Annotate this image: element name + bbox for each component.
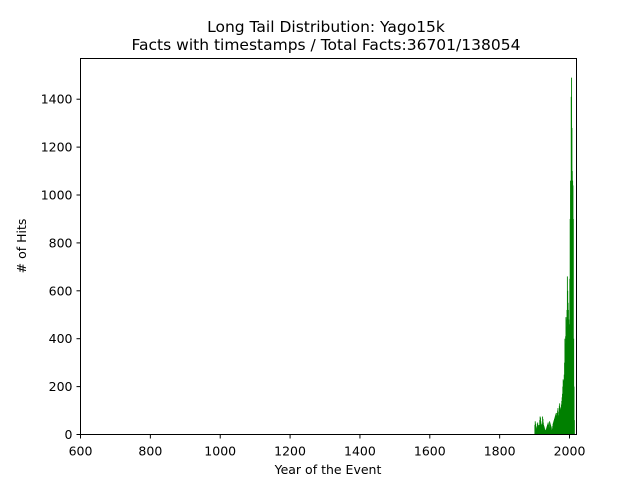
x-tick-label: 1800 — [484, 444, 516, 459]
x-axis-ticks: 600 800 1000 1200 1400 1600 1800 2000 — [69, 434, 586, 459]
y-axis-ticks: 0 200 400 600 800 1000 1200 1400 — [41, 92, 81, 442]
y-tick-label: 1200 — [41, 140, 73, 155]
y-tick-label: 600 — [49, 283, 73, 298]
chart-subtitle: Facts with timestamps / Total Facts:3670… — [132, 36, 521, 54]
y-tick-label: 1000 — [41, 188, 73, 203]
x-tick-label: 600 — [69, 444, 93, 459]
x-tick-label: 1600 — [414, 444, 446, 459]
bar — [573, 420, 575, 435]
x-axis-label: Year of the Event — [274, 462, 382, 477]
y-tick-label: 1400 — [41, 92, 73, 107]
plot-frame — [80, 58, 577, 435]
y-tick-label: 800 — [49, 235, 73, 250]
y-axis-label: # of Hits — [14, 219, 29, 274]
y-tick-label: 400 — [49, 331, 73, 346]
x-tick-label: 1400 — [344, 444, 376, 459]
y-tick-label: 0 — [65, 427, 73, 442]
x-tick-label: 800 — [138, 444, 162, 459]
x-tick-label: 1000 — [204, 444, 236, 459]
bar — [573, 386, 575, 435]
chart-title: Long Tail Distribution: Yago15k — [207, 18, 445, 36]
bars-group — [534, 77, 575, 435]
x-tick-label: 1200 — [274, 444, 306, 459]
bar — [572, 218, 574, 435]
x-tick-label: 2000 — [554, 444, 586, 459]
y-tick-label: 200 — [49, 379, 73, 394]
